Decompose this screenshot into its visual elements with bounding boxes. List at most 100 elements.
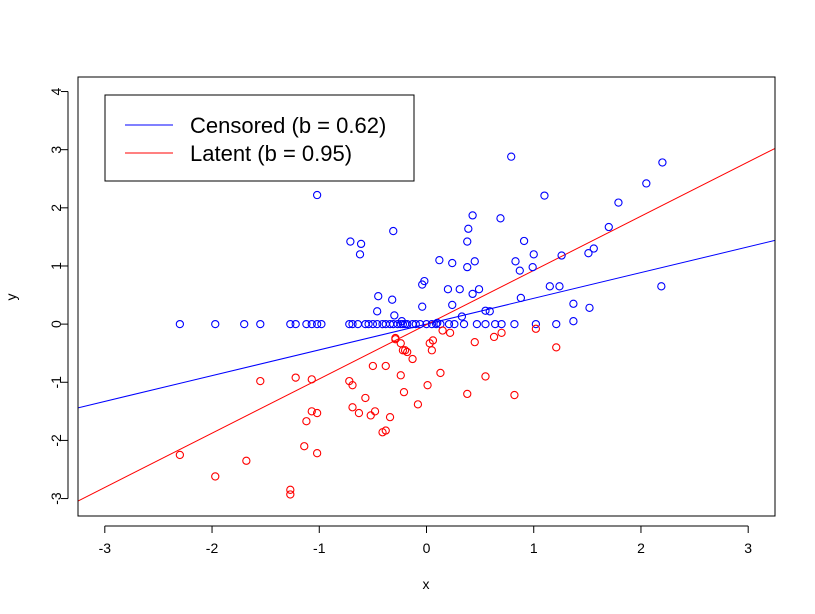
point-censored (444, 319, 454, 329)
point-censored (545, 282, 554, 291)
point-censored (356, 239, 366, 249)
point-censored (457, 312, 467, 321)
point-censored (463, 237, 472, 246)
x-axis-label: x (423, 576, 430, 592)
point-censored (604, 222, 613, 232)
y-tick-label: -3 (48, 492, 64, 505)
point-latent (256, 376, 265, 386)
point-censored (390, 311, 399, 320)
point-latent (425, 339, 434, 348)
point-censored (420, 276, 429, 286)
point-latent (427, 346, 437, 355)
y-tick-label: -1 (48, 376, 64, 389)
point-censored (468, 211, 477, 220)
point-latent (348, 403, 357, 412)
point-latent (489, 332, 499, 342)
point-censored (510, 319, 519, 329)
plot-frame (77, 76, 776, 517)
point-censored (256, 319, 265, 329)
x-axis: -3 -2 -1 0 1 2 3 (99, 525, 752, 556)
point-censored (240, 319, 249, 329)
point-censored (450, 319, 459, 329)
point-latent (307, 375, 316, 384)
point-censored (531, 319, 541, 329)
point-latent (399, 387, 409, 397)
point-censored (519, 236, 529, 246)
point-censored (459, 319, 469, 329)
y-tick-label: 3 (48, 146, 64, 154)
point-censored (642, 179, 651, 188)
point-censored (658, 158, 667, 167)
point-latent (312, 408, 322, 418)
point-censored (374, 292, 383, 301)
point-censored (507, 152, 516, 161)
point-censored (368, 319, 378, 329)
point-latent (445, 328, 455, 337)
point-censored (348, 319, 357, 329)
point-censored (511, 257, 520, 266)
point-latent (242, 456, 251, 465)
point-latent (413, 400, 423, 409)
point-latent (423, 381, 432, 390)
point-latent (175, 450, 185, 460)
point-latent (368, 361, 378, 371)
point-censored (389, 226, 398, 236)
point-latent (366, 411, 375, 420)
point-latent (286, 485, 295, 494)
point-latent (291, 373, 300, 382)
point-censored (433, 318, 442, 328)
point-censored (175, 319, 185, 329)
point-censored (415, 319, 425, 329)
point-censored (291, 319, 300, 329)
point-latent (361, 393, 370, 403)
point-censored (211, 319, 220, 329)
x-tick-label: 0 (423, 540, 431, 556)
point-censored (468, 289, 477, 299)
legend-censored-label: Censored (b = 0.62) (190, 113, 386, 138)
point-latent (307, 407, 316, 416)
point-censored (485, 307, 494, 316)
point-censored (614, 198, 623, 207)
point-censored (435, 256, 444, 265)
point-censored (286, 319, 295, 329)
point-latent (385, 413, 395, 422)
point-censored (422, 319, 431, 329)
regression-lines (78, 147, 775, 502)
point-latent (302, 417, 311, 426)
y-tick-label: 0 (48, 320, 64, 328)
point-censored (481, 306, 490, 315)
point-censored (455, 285, 464, 294)
point-latent (481, 372, 490, 381)
point-censored (569, 317, 578, 326)
point-latent (286, 490, 295, 499)
point-censored (584, 249, 593, 258)
point-latent (552, 343, 561, 352)
point-censored (464, 224, 473, 233)
point-latent (354, 408, 364, 418)
point-censored (474, 285, 484, 294)
regression-line-latent (78, 147, 775, 502)
point-latent (381, 361, 390, 371)
point-censored (355, 250, 365, 259)
point-latent (510, 390, 519, 400)
point-censored (302, 319, 311, 329)
point-censored (373, 319, 382, 329)
point-latent (300, 442, 309, 451)
point-censored (557, 251, 566, 260)
x-tick-label: -3 (99, 540, 112, 556)
y-tick-label: 4 (48, 87, 64, 95)
point-censored (427, 319, 437, 329)
point-censored (490, 319, 500, 329)
point-censored (496, 214, 505, 223)
point-latent (348, 381, 357, 390)
point-censored (346, 237, 355, 246)
x-tick-label: -1 (313, 540, 326, 556)
point-censored (585, 303, 594, 312)
y-tick-label: 1 (48, 262, 64, 270)
point-censored (364, 319, 373, 329)
point-censored (345, 319, 354, 329)
y-tick-label: -2 (48, 434, 64, 447)
point-censored (589, 244, 598, 253)
